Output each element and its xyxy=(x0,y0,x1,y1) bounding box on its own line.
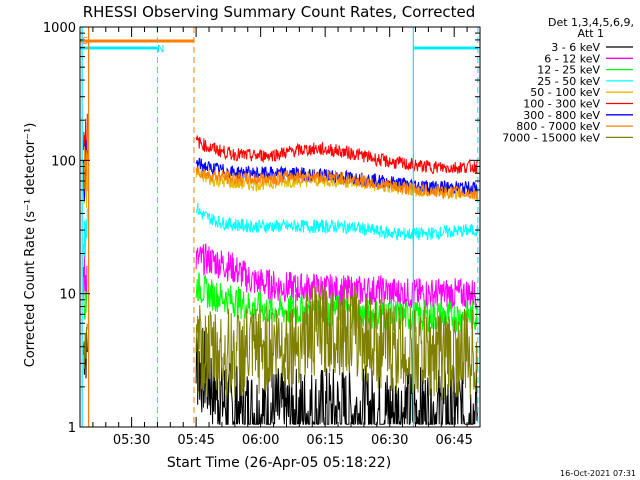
legend-label: 12 - 25 keV xyxy=(537,64,600,77)
series-early-segment xyxy=(82,276,88,320)
footer-date: 16-Oct-2021 07:31 xyxy=(560,469,636,478)
series-early-segment xyxy=(82,208,88,258)
series-main-segment xyxy=(195,284,478,401)
x-tick-label: 06:00 xyxy=(242,433,279,448)
legend-header-line-2: Att 1 xyxy=(578,27,604,40)
series-main-segment xyxy=(195,202,478,242)
series-25-50-kev xyxy=(82,202,478,258)
y-axis-label: Corrected Count Rate (s⁻¹ detector⁻¹) xyxy=(23,123,38,368)
series-main-segment xyxy=(195,166,478,201)
flag-lines xyxy=(81,27,479,427)
legend-label: 800 - 7000 keV xyxy=(516,120,600,133)
series-100-300-kev xyxy=(82,113,478,175)
y-axis: 1 10 100 1000 xyxy=(43,21,480,436)
x-tick-label: 06:30 xyxy=(371,433,408,448)
legend-label: 100 - 300 keV xyxy=(523,98,600,111)
legend-label: 25 - 50 keV xyxy=(537,75,600,88)
series-early-segment xyxy=(82,254,88,308)
night-flag-label: N xyxy=(157,44,164,55)
series-main-segment xyxy=(195,272,478,333)
data-series xyxy=(82,113,478,426)
series-800-7000-kev xyxy=(82,146,478,201)
x-tick-label: 05:45 xyxy=(177,433,214,448)
x-tick-label: 06:45 xyxy=(435,433,472,448)
chart-title: RHESSI Observing Summary Count Rates, Co… xyxy=(83,3,476,21)
x-axis: 05:30 05:45 06:00 06:15 06:30 06:45 xyxy=(92,27,473,448)
series-early-segment xyxy=(82,323,88,369)
series-7000-15000-kev xyxy=(82,284,478,401)
saa-flag-label: S xyxy=(82,36,88,47)
y-tick-label: 1 xyxy=(68,421,76,436)
y-tick-label: 10 xyxy=(59,288,76,303)
legend-header-line-1: Det 1,3,4,5,6,9, xyxy=(548,16,634,29)
y-tick-label: 1000 xyxy=(43,21,76,36)
legend-label: 7000 - 15000 keV xyxy=(502,131,600,144)
x-axis-label: Start Time (26-Apr-05 05:18:22) xyxy=(167,455,391,471)
legend-label: 300 - 800 keV xyxy=(523,109,600,122)
series-early-segment xyxy=(82,146,88,192)
x-tick-label: 06:15 xyxy=(306,433,343,448)
legend-label: 3 - 6 keV xyxy=(551,41,600,54)
series-12-25-kev xyxy=(82,272,478,333)
series-main-segment xyxy=(195,135,478,175)
flag-bars xyxy=(80,39,478,50)
x-tick-label: 05:30 xyxy=(113,433,150,448)
plot-frame xyxy=(79,26,481,428)
legend-label: 50 - 100 keV xyxy=(530,86,600,99)
y-tick-label: 100 xyxy=(51,154,76,169)
legend-label: 6 - 12 keV xyxy=(544,52,600,65)
